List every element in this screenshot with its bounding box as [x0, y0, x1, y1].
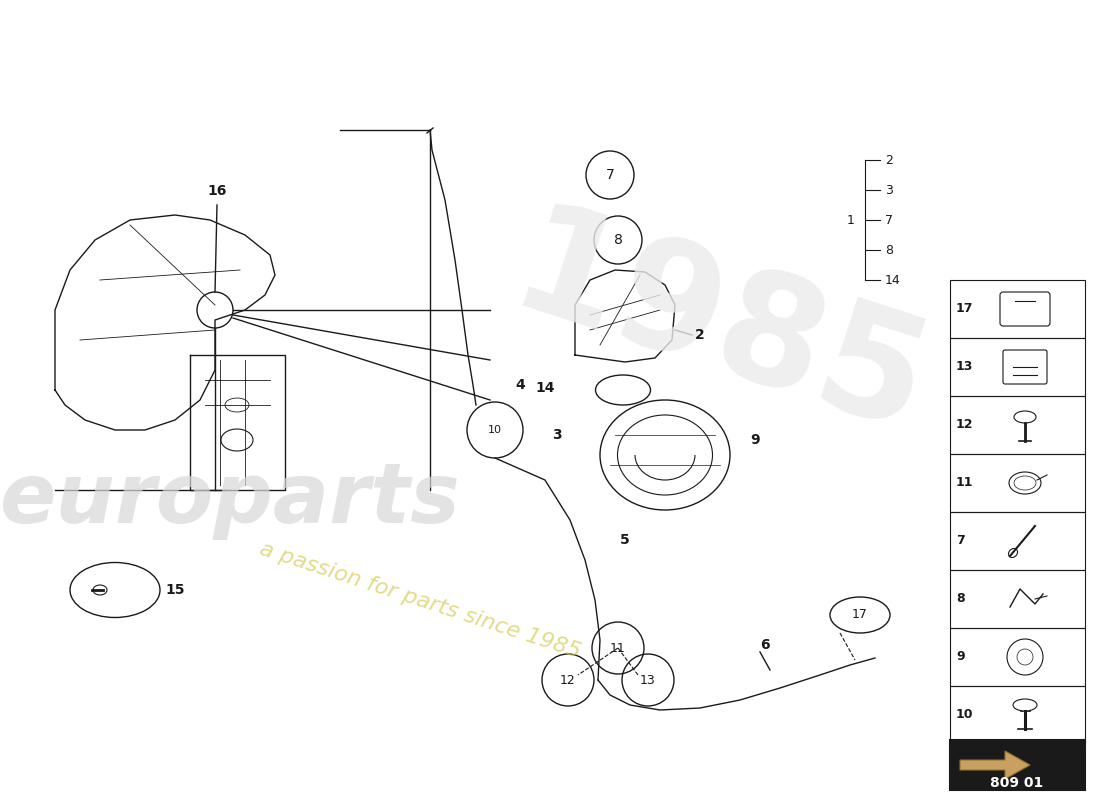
Bar	[950, 740, 1085, 790]
Bar	[950, 280, 1085, 338]
Text: 12: 12	[956, 418, 974, 431]
Text: 8: 8	[886, 243, 893, 257]
Text: 3: 3	[886, 183, 893, 197]
Bar	[950, 454, 1085, 512]
Text: 8: 8	[956, 593, 965, 606]
Bar	[950, 396, 1085, 454]
Text: 809 01: 809 01	[990, 776, 1044, 790]
Text: 7: 7	[606, 168, 615, 182]
Text: 2: 2	[886, 154, 893, 166]
Text: 1: 1	[847, 214, 855, 226]
Text: europarts: europarts	[0, 459, 461, 541]
Bar	[950, 628, 1085, 686]
Polygon shape	[960, 751, 1030, 779]
Bar	[950, 570, 1085, 628]
Text: 9: 9	[750, 433, 760, 447]
Text: 4: 4	[515, 378, 525, 392]
Text: 17: 17	[956, 302, 974, 315]
Bar	[950, 512, 1085, 570]
Text: 10: 10	[488, 425, 502, 435]
Text: 10: 10	[956, 709, 974, 722]
Text: 8: 8	[614, 233, 623, 247]
Text: 1985: 1985	[495, 194, 945, 466]
Text: 5: 5	[620, 533, 629, 547]
Bar	[950, 686, 1085, 744]
Text: 15: 15	[165, 583, 185, 597]
Text: a passion for parts since 1985: a passion for parts since 1985	[257, 538, 583, 662]
Text: 3: 3	[552, 428, 562, 442]
Text: 9: 9	[956, 650, 965, 663]
Text: 16: 16	[207, 184, 227, 198]
Text: 2: 2	[695, 328, 705, 342]
Text: 13: 13	[956, 361, 974, 374]
Text: 14: 14	[536, 381, 556, 395]
Text: 7: 7	[956, 534, 965, 547]
Text: 6: 6	[760, 638, 770, 652]
Bar	[950, 338, 1085, 396]
Text: 12: 12	[560, 674, 576, 686]
Text: 17: 17	[852, 609, 868, 622]
Text: 13: 13	[640, 674, 656, 686]
Text: 14: 14	[886, 274, 901, 286]
Text: 11: 11	[956, 477, 974, 490]
Text: 7: 7	[886, 214, 893, 226]
Text: 11: 11	[610, 642, 626, 654]
